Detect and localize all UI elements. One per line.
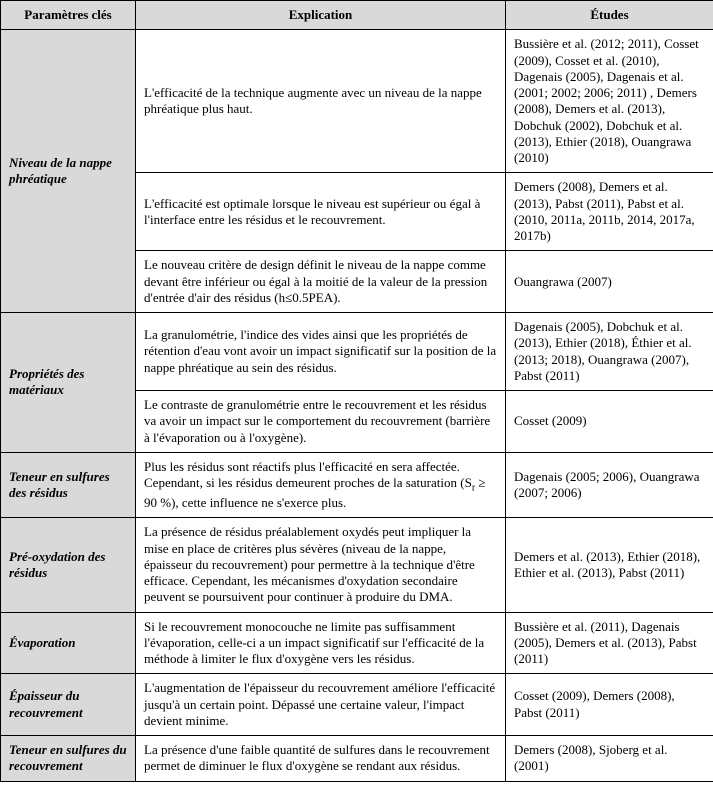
- table-row: Teneur en sulfures du recouvrementLa pré…: [1, 736, 713, 782]
- table-row: Pré-oxydation des résidusLa présence de …: [1, 518, 713, 612]
- etudes-cell: Dagenais (2005), Dobchuk et al. (2013), …: [506, 313, 713, 391]
- explication-cell: Plus les résidus sont réactifs plus l'ef…: [136, 452, 506, 518]
- param-cell: Épaisseur du recouvrement: [1, 674, 136, 736]
- param-cell: Pré-oxydation des résidus: [1, 518, 136, 612]
- param-cell: Évaporation: [1, 612, 136, 674]
- etudes-cell: Dagenais (2005; 2006), Ouangrawa (2007; …: [506, 452, 713, 518]
- header-param: Paramètres clés: [1, 1, 136, 30]
- table-row: Propriétés des matériauxLa granulométrie…: [1, 313, 713, 391]
- param-cell: Teneur en sulfures du recouvrement: [1, 736, 136, 782]
- etudes-cell: Demers (2008), Sjoberg et al. (2001): [506, 736, 713, 782]
- table-row: Teneur en sulfures des résidusPlus les r…: [1, 452, 713, 518]
- explication-cell: Le contraste de granulométrie entre le r…: [136, 391, 506, 453]
- table-row: ÉvaporationSi le recouvrement monocouche…: [1, 612, 713, 674]
- header-etudes: Études: [506, 1, 713, 30]
- etudes-cell: Bussière et al. (2012; 2011), Cosset (20…: [506, 30, 713, 173]
- explication-cell: La présence d'une faible quantité de sul…: [136, 736, 506, 782]
- etudes-cell: Ouangrawa (2007): [506, 251, 713, 313]
- etudes-cell: Demers (2008), Demers et al. (2013), Pab…: [506, 173, 713, 251]
- etudes-cell: Bussière et al. (2011), Dagenais (2005),…: [506, 612, 713, 674]
- etudes-cell: Cosset (2009), Demers (2008), Pabst (201…: [506, 674, 713, 736]
- etudes-cell: Cosset (2009): [506, 391, 713, 453]
- explication-cell: La granulométrie, l'indice des vides ain…: [136, 313, 506, 391]
- param-cell: Propriétés des matériaux: [1, 313, 136, 453]
- explication-cell: L'efficacité est optimale lorsque le niv…: [136, 173, 506, 251]
- parameters-table: Paramètres clés Explication Études Nivea…: [0, 0, 713, 782]
- etudes-cell: Demers et al. (2013), Ethier (2018), Eth…: [506, 518, 713, 612]
- explication-cell: Le nouveau critère de design définit le …: [136, 251, 506, 313]
- table-row: Épaisseur du recouvrementL'augmentation …: [1, 674, 713, 736]
- table-body: Niveau de la nappe phréatiqueL'efficacit…: [1, 30, 713, 781]
- param-cell: Teneur en sulfures des résidus: [1, 452, 136, 518]
- explication-cell: L'augmentation de l'épaisseur du recouvr…: [136, 674, 506, 736]
- header-explication: Explication: [136, 1, 506, 30]
- table-header-row: Paramètres clés Explication Études: [1, 1, 713, 30]
- param-cell: Niveau de la nappe phréatique: [1, 30, 136, 313]
- explication-cell: La présence de résidus préalablement oxy…: [136, 518, 506, 612]
- table-row: Niveau de la nappe phréatiqueL'efficacit…: [1, 30, 713, 173]
- explication-cell: Si le recouvrement monocouche ne limite …: [136, 612, 506, 674]
- explication-cell: L'efficacité de la technique augmente av…: [136, 30, 506, 173]
